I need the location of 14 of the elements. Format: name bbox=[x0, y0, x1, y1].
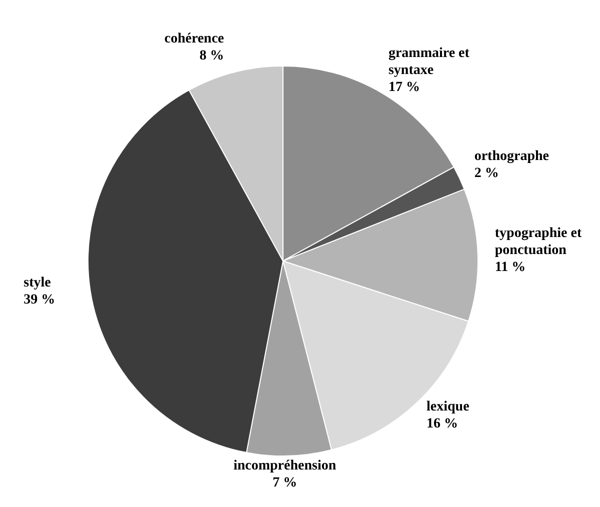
slice-label: lexique bbox=[426, 400, 470, 415]
slice-label: typographie et ponctuation bbox=[494, 226, 582, 258]
slice-label: grammaire et syntaxe bbox=[388, 46, 470, 78]
data-label: 11 % bbox=[494, 260, 526, 276]
data-label: 17 % bbox=[388, 80, 420, 96]
data-label: 2 % bbox=[474, 166, 499, 182]
slice-label: cohérence bbox=[164, 31, 224, 46]
slice-label: orthographe bbox=[474, 149, 550, 164]
slice-label: style bbox=[24, 275, 51, 290]
slice-label: incompréhension bbox=[233, 458, 336, 474]
data-label: 16 % bbox=[426, 416, 458, 432]
data-label: 39 % bbox=[24, 292, 56, 308]
data-label: 7 % bbox=[272, 475, 298, 490]
data-label: 8 % bbox=[200, 48, 224, 64]
